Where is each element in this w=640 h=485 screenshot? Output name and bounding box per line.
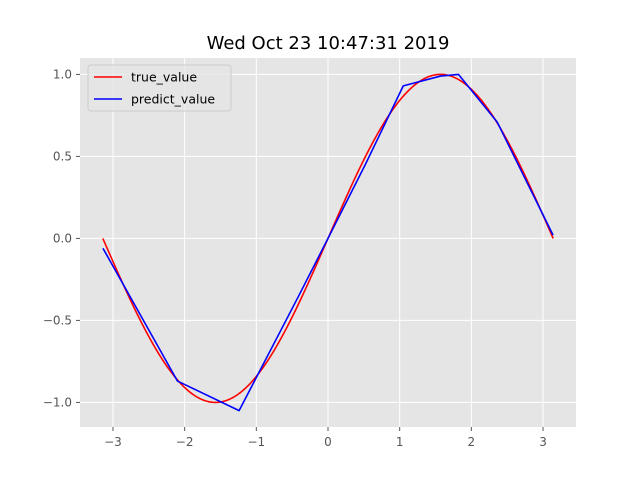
x-tick-label: 3 [539, 435, 547, 449]
series-line-predict-value [102, 73, 554, 412]
x-axis: −3 −2 −1 0 1 2 3 [104, 427, 547, 449]
grid [80, 58, 576, 427]
x-tick-label: −1 [247, 435, 265, 449]
legend-box [87, 64, 232, 112]
y-axis: −1.0 −0.5 0.0 0.5 1.0 [43, 67, 80, 409]
y-tick-label: 1.0 [53, 67, 72, 81]
legend-label: true_value [131, 70, 197, 85]
y-tick-label: 0.5 [53, 149, 72, 163]
x-tick-label: −3 [104, 435, 122, 449]
x-tick-label: 1 [396, 435, 404, 449]
x-tick-label: −2 [176, 435, 194, 449]
y-tick-label: −0.5 [43, 313, 72, 327]
legend: true_value predict_value [87, 64, 232, 112]
x-tick-label: 0 [324, 435, 332, 449]
x-tick-label: 2 [468, 435, 476, 449]
chart-title: Wed Oct 23 10:47:31 2019 [207, 33, 450, 54]
y-tick-label: −1.0 [43, 395, 72, 409]
legend-label: predict_value [131, 92, 215, 107]
y-tick-label: 0.0 [53, 231, 72, 245]
series-layer [102, 73, 554, 412]
